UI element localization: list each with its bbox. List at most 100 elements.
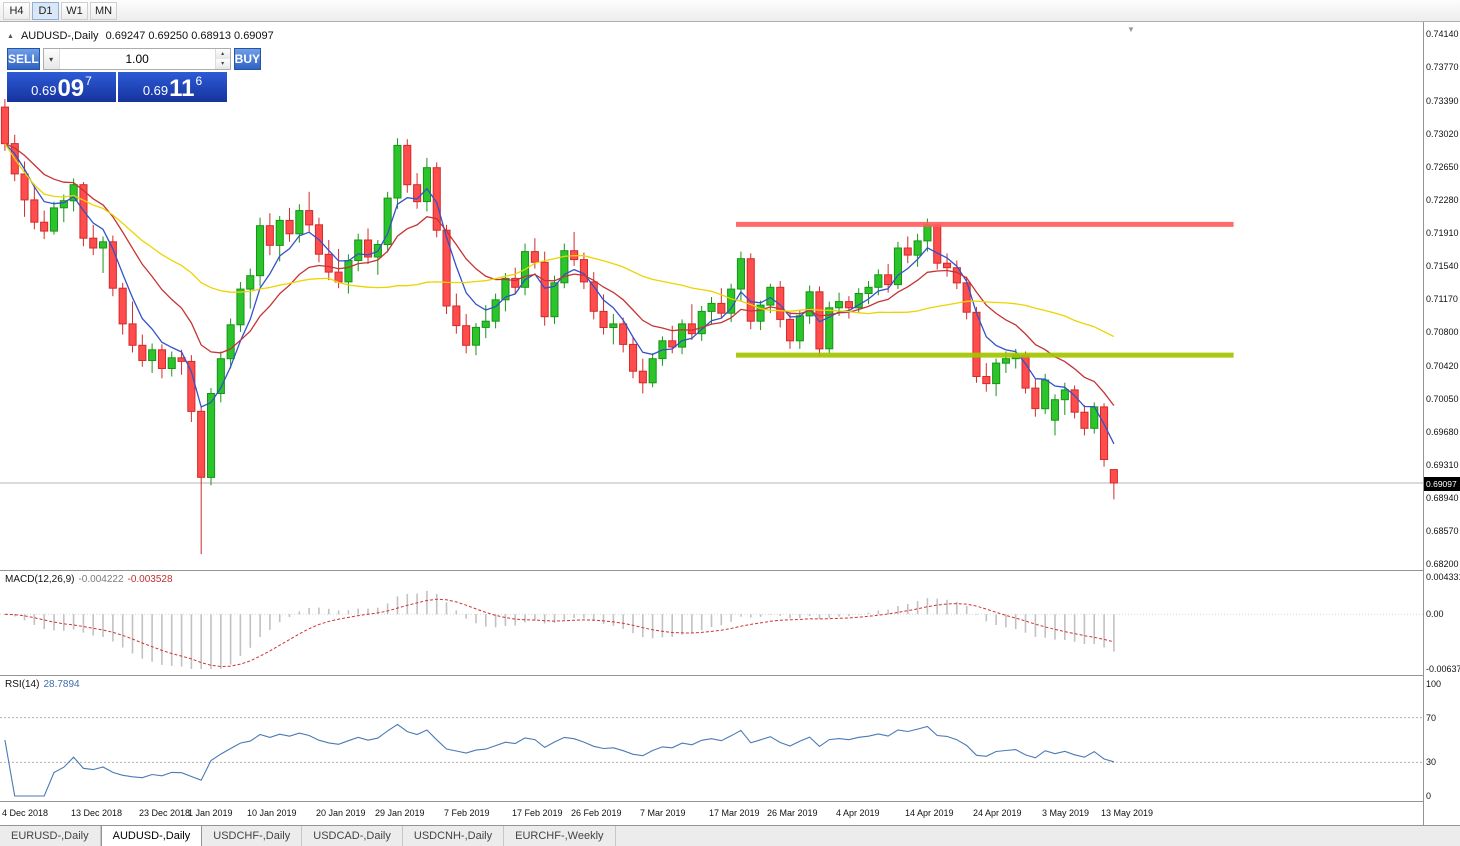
macd-panel[interactable]: MACD(12,26,9) -0.004222 -0.003528 [0,570,1423,675]
macd-canvas[interactable] [0,571,1423,675]
macd-histogram-bar [121,614,124,648]
tab-usdcnh-daily[interactable]: USDCNH-,Daily [403,826,505,846]
candle-body [678,323,687,348]
candle-body [89,237,98,249]
candle-body [265,225,274,246]
tab-usdcad-daily[interactable]: USDCAD-,Daily [302,826,403,846]
candle-body [776,286,785,320]
date-label: 14 Apr 2019 [905,808,954,818]
price-chart-canvas[interactable] [0,22,1423,570]
sell-button[interactable]: SELL [7,48,40,70]
price-scale[interactable]: 0.74140 0.73770 0.73390 0.73020 0.72650 0.722… [1423,22,1460,825]
price-scale-label: 0.71540 [1426,260,1459,271]
date-label: 7 Feb 2019 [444,808,490,818]
volume-spinner: ▴ ▾ [214,49,230,69]
collapse-panel-icon[interactable]: ▲ [7,32,14,40]
timeframe-mn-button[interactable]: MN [90,1,117,20]
macd-histogram-bar [965,606,968,615]
sell-price-prefix: 0.69 [31,83,57,98]
candle-body [805,291,814,317]
candle-body [187,360,196,412]
macd-histogram-bar [740,614,742,617]
date-axis[interactable]: 4 Dec 2018 13 Dec 2018 23 Dec 2018 1 Jan 20… [0,801,1423,825]
macd-histogram-bar [887,609,889,615]
volume-input[interactable] [59,49,215,69]
timeframe-d1-button[interactable]: D1 [32,1,59,20]
candle-body [295,210,304,235]
macd-histogram-bar [995,614,997,625]
macd-histogram-bar [956,601,958,615]
candle-body [629,343,638,372]
candle-body [246,275,255,290]
macd-histogram-bar [259,614,261,638]
candle-body [364,239,373,258]
rsi-panel[interactable]: RSI(14) 28.7894 [0,675,1423,801]
sell-price-display[interactable]: 0.69 09 7 [7,72,116,102]
macd-histogram-bar [249,614,252,648]
macd-histogram-bar [386,603,389,615]
macd-histogram-bar [573,614,575,618]
candle-body [717,302,726,314]
macd-histogram-bar [72,614,75,630]
timeframe-w1-button[interactable]: W1 [61,1,88,20]
macd-histogram-bar [357,608,359,615]
candle-body [128,323,137,346]
rsi-canvas[interactable] [0,676,1423,801]
candle-body [854,293,863,309]
macd-histogram-bar [298,611,301,615]
macd-histogram-bar [877,610,880,615]
macd-histogram-bar [769,614,772,615]
tab-audusd-daily[interactable]: AUDUSD-,Daily [100,826,203,846]
rsi-line [4,723,1115,797]
current-price-tag: 0.69097 [1424,476,1460,491]
macd-histogram-bar [946,599,948,615]
macd-histogram-bar [190,614,193,669]
candle-body [197,410,206,478]
candle-body [943,262,952,269]
candle-body [20,173,29,201]
timeframe-h4-button[interactable]: H4 [3,1,30,20]
macd-histogram-bar [161,614,163,665]
price-chart-panel[interactable]: ▲ AUDUSD-,Daily 0.69247 0.69250 0.68913 … [0,22,1423,570]
candle-body [864,286,873,294]
volume-increase-button[interactable]: ▴ [214,49,230,59]
rsi-value: 28.7894 [43,679,80,690]
macd-histogram-bar [475,614,477,624]
sell-price-point: 7 [85,74,92,88]
macd-histogram-bar [494,614,497,628]
price-scale-label: 0.71910 [1426,227,1459,238]
candle-body [530,251,539,263]
candle-body [30,199,39,223]
volume-decrease-button[interactable]: ▾ [214,59,230,69]
candle-body [491,299,500,322]
date-label: 26 Feb 2019 [571,808,622,818]
macd-histogram-bar [534,614,536,621]
macd-histogram-bar [799,614,801,619]
price-scale-label: 0.74140 [1426,29,1459,39]
macd-signal-line [4,598,1115,668]
candle-body [972,311,981,377]
chart-header: ▲ AUDUSD-,Daily 0.69247 0.69250 0.68913 … [7,30,274,42]
candle-body [599,310,608,328]
macd-histogram-bar [720,614,723,626]
macd-histogram-bar [229,614,232,665]
tab-usdchf-daily[interactable]: USDCHF-,Daily [202,826,303,846]
candle-body [403,144,412,186]
macd-histogram-bar [897,606,899,615]
buy-button[interactable]: BUY [233,48,262,70]
scroll-to-end-icon[interactable]: ▼ [1127,25,1135,34]
macd-histogram-bar [907,603,909,615]
date-label: 20 Jan 2019 [316,808,366,818]
macd-histogram-bar [789,614,791,619]
volume-dropdown-button[interactable]: ▾ [43,49,60,69]
tab-eurchf-weekly[interactable]: EURCHF-,Weekly [504,826,616,846]
macd-histogram-bar [936,598,938,615]
tab-eurusd-daily[interactable]: EURUSD-,Daily [0,826,101,846]
macd-histogram-bar [926,598,929,615]
sell-price-pips: 09 [57,75,85,102]
candle-body [697,310,706,335]
price-scale-label: 0.71170 [1426,294,1458,304]
macd-histogram-bar [318,607,320,615]
candle-body [167,357,176,369]
buy-price-display[interactable]: 0.69 11 6 [118,72,227,102]
